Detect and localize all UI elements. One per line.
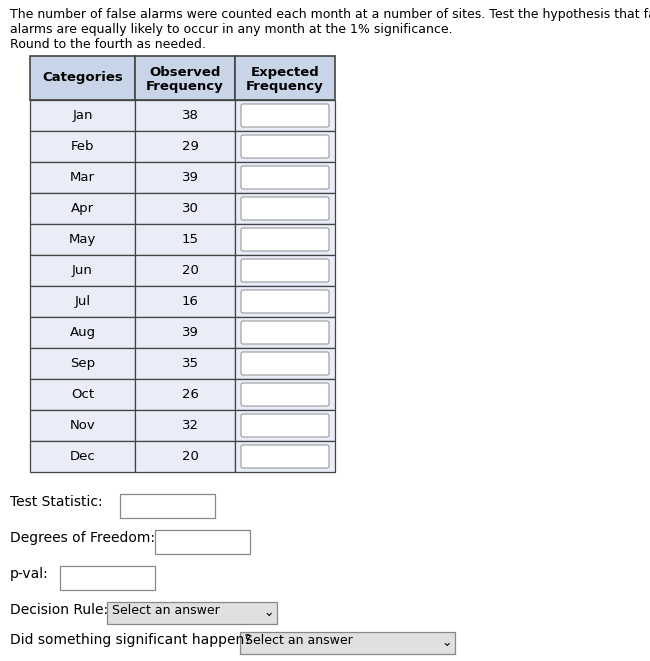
Bar bbox=[30, 441, 135, 472]
Text: Observed: Observed bbox=[150, 66, 221, 79]
Bar bbox=[30, 224, 135, 255]
Text: Categories: Categories bbox=[42, 71, 123, 83]
Text: 30: 30 bbox=[181, 202, 198, 215]
Bar bbox=[235, 410, 335, 441]
Bar bbox=[235, 286, 335, 317]
Bar bbox=[235, 224, 335, 255]
Text: Round to the fourth as needed.: Round to the fourth as needed. bbox=[10, 38, 206, 51]
Bar bbox=[135, 348, 235, 379]
Bar bbox=[30, 100, 135, 131]
Bar bbox=[135, 410, 235, 441]
Bar bbox=[135, 56, 235, 100]
Text: Select an answer: Select an answer bbox=[112, 604, 220, 617]
Bar bbox=[30, 348, 135, 379]
Bar bbox=[235, 441, 335, 472]
Bar bbox=[135, 379, 235, 410]
Text: 20: 20 bbox=[181, 264, 198, 277]
Bar bbox=[235, 162, 335, 193]
FancyBboxPatch shape bbox=[241, 445, 329, 468]
Text: 15: 15 bbox=[181, 233, 198, 246]
Text: 35: 35 bbox=[181, 357, 198, 370]
FancyBboxPatch shape bbox=[241, 197, 329, 220]
Text: Decision Rule:: Decision Rule: bbox=[10, 603, 108, 617]
Bar bbox=[135, 131, 235, 162]
Text: 16: 16 bbox=[181, 295, 198, 308]
Bar bbox=[235, 131, 335, 162]
Bar bbox=[135, 255, 235, 286]
Text: Mar: Mar bbox=[70, 171, 95, 184]
FancyBboxPatch shape bbox=[241, 414, 329, 437]
FancyBboxPatch shape bbox=[241, 104, 329, 127]
Text: 39: 39 bbox=[181, 171, 198, 184]
FancyBboxPatch shape bbox=[241, 166, 329, 189]
Bar bbox=[30, 162, 135, 193]
Bar bbox=[240, 632, 455, 654]
FancyBboxPatch shape bbox=[241, 228, 329, 251]
Text: Oct: Oct bbox=[71, 388, 94, 401]
FancyBboxPatch shape bbox=[241, 383, 329, 406]
Bar bbox=[107, 602, 277, 624]
Text: Degrees of Freedom:: Degrees of Freedom: bbox=[10, 531, 155, 545]
Bar bbox=[235, 348, 335, 379]
Bar bbox=[235, 317, 335, 348]
Bar bbox=[30, 255, 135, 286]
Bar bbox=[135, 317, 235, 348]
Text: ⌄: ⌄ bbox=[263, 606, 274, 619]
FancyBboxPatch shape bbox=[241, 290, 329, 313]
Text: Jul: Jul bbox=[75, 295, 90, 308]
FancyBboxPatch shape bbox=[241, 321, 329, 344]
Text: 32: 32 bbox=[181, 419, 198, 432]
FancyBboxPatch shape bbox=[241, 135, 329, 158]
Text: Jun: Jun bbox=[72, 264, 93, 277]
Text: Feb: Feb bbox=[71, 140, 94, 153]
Text: 20: 20 bbox=[181, 450, 198, 463]
Text: Nov: Nov bbox=[70, 419, 96, 432]
Text: p-val:: p-val: bbox=[10, 567, 49, 581]
Text: 38: 38 bbox=[181, 109, 198, 122]
Text: Frequency: Frequency bbox=[246, 80, 324, 93]
FancyBboxPatch shape bbox=[241, 259, 329, 282]
FancyBboxPatch shape bbox=[241, 352, 329, 375]
Bar bbox=[30, 56, 135, 100]
Text: Sep: Sep bbox=[70, 357, 95, 370]
Text: Apr: Apr bbox=[71, 202, 94, 215]
Text: Expected: Expected bbox=[251, 66, 319, 79]
Bar bbox=[235, 379, 335, 410]
Text: ⌄: ⌄ bbox=[441, 636, 452, 649]
Text: The number of false alarms were counted each month at a number of sites. Test th: The number of false alarms were counted … bbox=[10, 8, 650, 21]
Bar bbox=[235, 100, 335, 131]
Bar bbox=[135, 224, 235, 255]
Bar bbox=[135, 193, 235, 224]
Bar bbox=[135, 100, 235, 131]
Bar bbox=[30, 317, 135, 348]
Text: Did something significant happen?: Did something significant happen? bbox=[10, 633, 252, 647]
Text: Dec: Dec bbox=[70, 450, 96, 463]
Bar bbox=[135, 162, 235, 193]
Bar bbox=[120, 494, 215, 518]
Bar bbox=[60, 566, 155, 590]
Text: 29: 29 bbox=[181, 140, 198, 153]
Bar bbox=[235, 193, 335, 224]
Text: 26: 26 bbox=[181, 388, 198, 401]
Text: Jan: Jan bbox=[72, 109, 93, 122]
Bar bbox=[30, 193, 135, 224]
Bar bbox=[235, 255, 335, 286]
Text: 39: 39 bbox=[181, 326, 198, 339]
Bar bbox=[30, 379, 135, 410]
Bar bbox=[155, 530, 250, 554]
Text: Test Statistic:: Test Statistic: bbox=[10, 495, 103, 509]
Bar bbox=[135, 441, 235, 472]
Text: Aug: Aug bbox=[70, 326, 96, 339]
Text: May: May bbox=[69, 233, 96, 246]
Text: alarms are equally likely to occur in any month at the 1% significance.: alarms are equally likely to occur in an… bbox=[10, 23, 452, 36]
Bar bbox=[135, 286, 235, 317]
Bar bbox=[30, 410, 135, 441]
Bar bbox=[30, 131, 135, 162]
Bar bbox=[235, 56, 335, 100]
Text: Select an answer: Select an answer bbox=[245, 634, 353, 647]
Bar bbox=[30, 286, 135, 317]
Text: Frequency: Frequency bbox=[146, 80, 224, 93]
